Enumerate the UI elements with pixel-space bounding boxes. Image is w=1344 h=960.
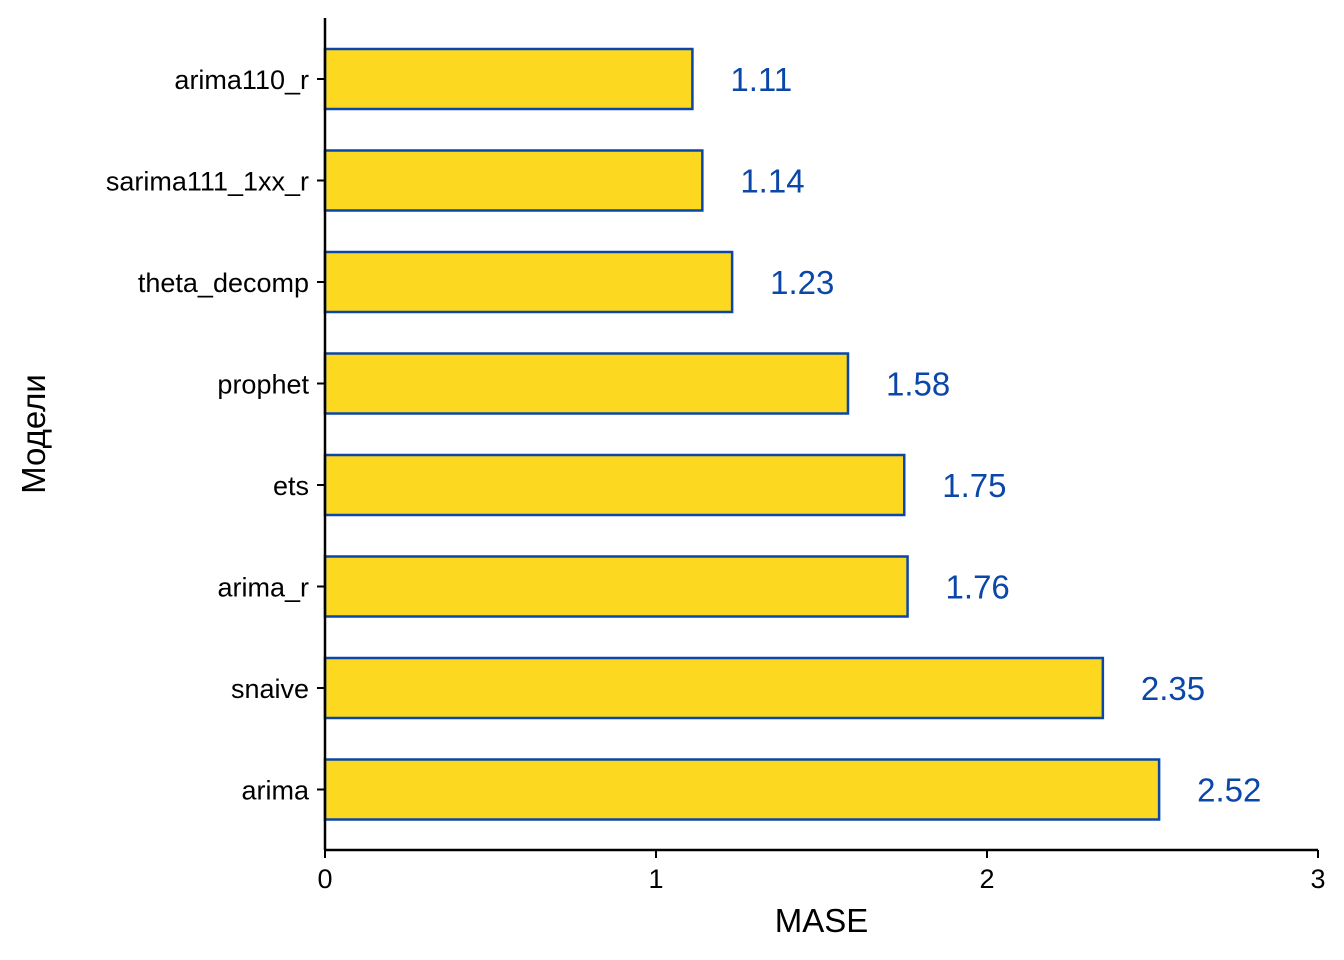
y-axis-title: Модели xyxy=(15,374,52,494)
value-label-arima: 2.52 xyxy=(1197,772,1261,809)
value-label-prophet: 1.58 xyxy=(886,366,950,403)
bar-arima-r xyxy=(323,555,909,618)
x-tick-label-3: 3 xyxy=(1310,864,1325,894)
value-label-theta-decomp: 1.23 xyxy=(770,264,834,301)
bars-layer xyxy=(323,47,1161,821)
x-tick-label-0: 0 xyxy=(317,864,332,894)
y-tick-label-arima: arima xyxy=(241,776,309,806)
bar-theta-decomp xyxy=(323,250,734,314)
y-tick-label-ets: ets xyxy=(273,471,309,501)
y-tick-label-snaive: snaive xyxy=(231,674,309,704)
ticks-layer: arima110_r sarima111_1xx_r theta_decomppro… xyxy=(106,65,1326,894)
axes-layer xyxy=(323,18,1318,852)
x-tick-label-2: 2 xyxy=(979,864,994,894)
value-label-arima-r: 1.76 xyxy=(946,569,1010,606)
value-label-snaive: 2.35 xyxy=(1141,670,1205,707)
value-label-ets: 1.75 xyxy=(942,467,1006,504)
bar-sarima111-1xx-r xyxy=(323,149,704,212)
y-tick-label-sarima111-1xx-r: sarima111_1xx_r xyxy=(106,167,309,197)
x-tick-label-1: 1 xyxy=(648,864,663,894)
y-tick-label-arima-r: arima_r xyxy=(217,573,309,603)
value-label-sarima111-1xx-r: 1.14 xyxy=(740,163,804,200)
bar-prophet xyxy=(323,352,850,415)
value-label-arima110-r: 1.11 xyxy=(730,61,792,98)
bar-snaive xyxy=(323,656,1105,720)
x-axis-title: MASE xyxy=(775,902,869,939)
y-tick-label-prophet: prophet xyxy=(217,370,309,400)
y-tick-label-theta-decomp: theta_decomp xyxy=(138,268,309,298)
bar-arima110-r xyxy=(323,47,694,111)
y-tick-label-arima110-r: arima110_r xyxy=(174,65,309,95)
bar-arima xyxy=(323,758,1161,821)
value-labels-layer: 1.11 1.14 1.23 1.58 1.75 1.76 2.35 2.52 xyxy=(730,61,1261,809)
bar-ets xyxy=(323,453,906,517)
